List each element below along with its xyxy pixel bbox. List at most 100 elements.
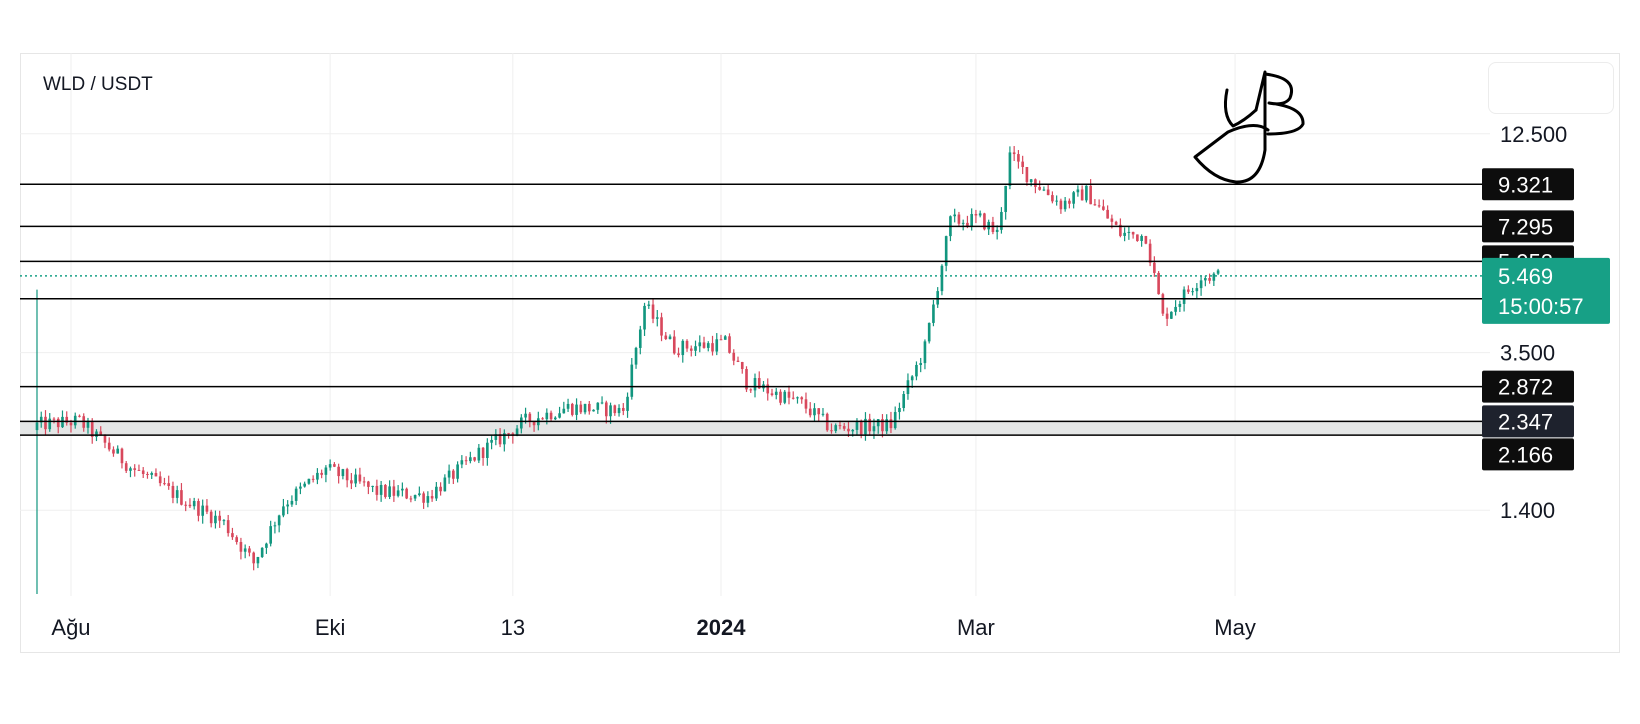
candle-body xyxy=(774,391,778,395)
symbol-title: WLD / USDT xyxy=(43,74,153,95)
candle-body xyxy=(966,222,969,227)
candle-body xyxy=(477,447,481,461)
candle-body xyxy=(1140,235,1143,242)
candle-body xyxy=(286,504,289,507)
candle-body xyxy=(430,496,434,499)
candle-body xyxy=(426,496,430,503)
candle-body xyxy=(791,397,795,399)
x-tick-label: Mar xyxy=(957,615,995,640)
candle-body xyxy=(35,422,39,431)
candle-body xyxy=(248,548,251,553)
candle-body xyxy=(706,343,710,348)
candle-body xyxy=(1025,166,1029,183)
candle-body xyxy=(231,533,234,538)
candle-body xyxy=(1068,200,1071,204)
candle-body xyxy=(78,415,81,417)
candle-body xyxy=(69,422,73,426)
candle-body xyxy=(970,214,973,227)
candle-body xyxy=(1097,205,1101,207)
candle-body xyxy=(503,433,506,445)
candle-body xyxy=(277,515,281,526)
candle-body xyxy=(545,412,549,420)
candle-body xyxy=(116,448,120,454)
candle-body xyxy=(396,490,400,496)
candle-body xyxy=(443,477,447,492)
candle-body xyxy=(413,495,417,499)
candle-body xyxy=(953,214,956,217)
candle-body xyxy=(876,419,880,427)
candle-body xyxy=(1153,262,1156,273)
candle-body xyxy=(787,391,791,398)
candle-body xyxy=(1042,189,1046,191)
chart-settings-button[interactable] xyxy=(1488,62,1614,114)
candle-body xyxy=(226,520,230,534)
candle-body xyxy=(1123,232,1126,236)
candle-body xyxy=(757,378,761,389)
support-zone xyxy=(20,421,1490,436)
candle-body xyxy=(439,486,442,492)
candle-body xyxy=(1144,235,1148,244)
candle-body xyxy=(647,304,651,306)
candle-body xyxy=(1008,152,1012,186)
candle-body xyxy=(1178,303,1182,307)
candle-body xyxy=(1216,270,1220,274)
candle-body xyxy=(167,483,171,486)
candle-body xyxy=(566,403,570,409)
candle-body xyxy=(847,428,850,432)
candle-body xyxy=(1021,161,1024,167)
candle-body xyxy=(732,352,736,361)
candle-body xyxy=(158,476,162,484)
candle-body xyxy=(103,434,107,443)
candle-body xyxy=(456,464,459,479)
grid xyxy=(20,53,1490,596)
candle-body xyxy=(855,421,859,430)
candle-body xyxy=(766,384,770,394)
candle-body xyxy=(562,408,566,414)
candle-body xyxy=(299,486,302,489)
signature-drawing xyxy=(1193,70,1305,184)
candle-body xyxy=(643,305,646,330)
candle-body xyxy=(180,490,183,505)
candle-body xyxy=(579,404,583,413)
candle-body xyxy=(362,481,366,483)
candle-body xyxy=(1059,200,1063,210)
candle-body xyxy=(124,463,128,471)
candle-body xyxy=(715,339,719,352)
candle-body xyxy=(689,348,693,351)
candle-body xyxy=(320,472,323,475)
candle-body xyxy=(464,460,468,462)
candle-body xyxy=(1076,189,1080,193)
candle-body xyxy=(401,488,404,491)
candle-body xyxy=(575,404,578,415)
candle-body xyxy=(554,417,557,420)
candle-body xyxy=(940,265,944,292)
candle-body xyxy=(447,470,451,478)
x-tick-label: 2024 xyxy=(697,615,747,640)
candle-body xyxy=(1195,288,1199,292)
candle-body xyxy=(740,362,744,370)
candle-body xyxy=(112,449,115,454)
candle-body xyxy=(1093,204,1097,206)
candle-body xyxy=(626,396,629,411)
candle-body xyxy=(209,511,213,524)
horizontal-levels[interactable] xyxy=(20,183,1490,436)
y-tick-label: 12.500 xyxy=(1500,122,1567,147)
candle-body xyxy=(260,547,264,557)
candle-body xyxy=(133,468,137,470)
candle-body xyxy=(944,236,948,266)
candle-body xyxy=(265,543,268,548)
candle-body xyxy=(592,409,595,412)
candle-body xyxy=(48,418,52,430)
candle-body xyxy=(273,525,277,527)
candle-body xyxy=(923,341,927,364)
candle-body xyxy=(885,419,889,432)
candle-body xyxy=(974,214,978,216)
candle-body xyxy=(753,378,757,391)
candle-body xyxy=(469,457,472,462)
candle-body xyxy=(889,419,893,429)
candle-body xyxy=(1046,189,1050,196)
candle-body xyxy=(150,473,154,475)
candle-body xyxy=(1174,306,1177,312)
candle-body xyxy=(830,430,833,432)
